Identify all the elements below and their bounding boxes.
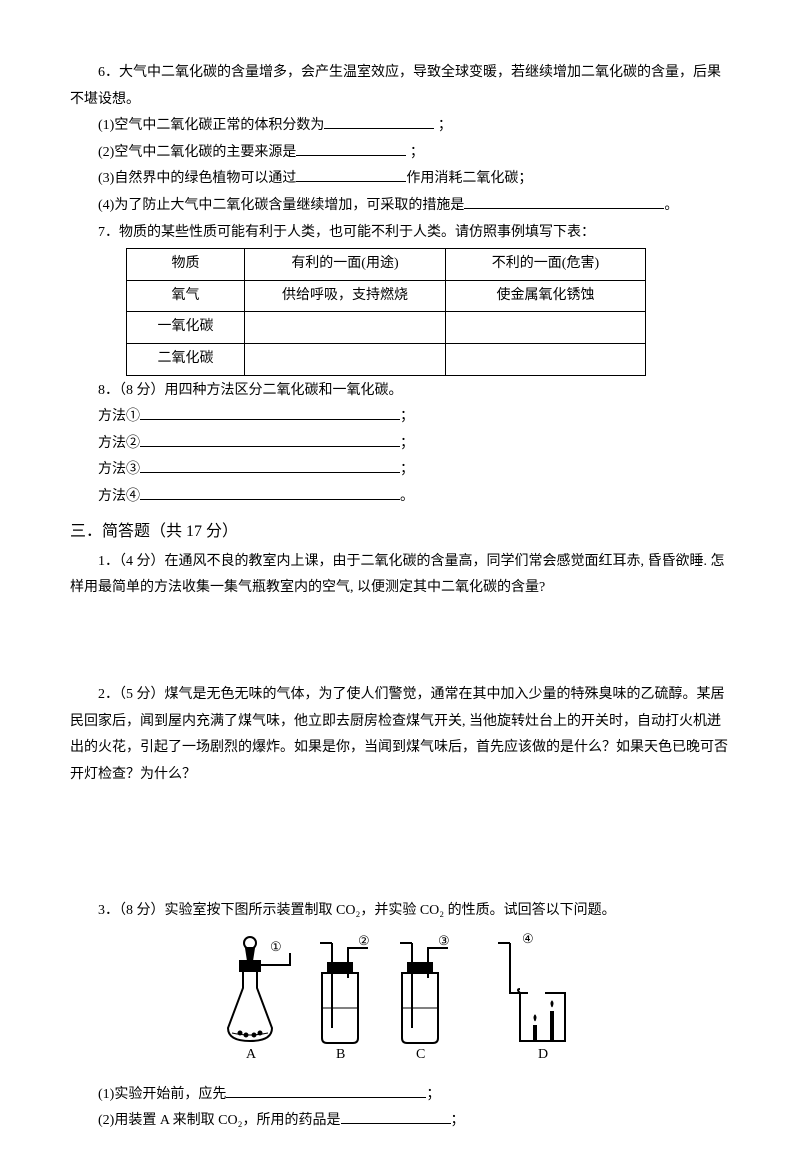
q8-m1: 方法① ； [70, 404, 730, 431]
q7-r2c0: 二氧化碳 [127, 343, 245, 375]
svg-text:④: ④ [522, 933, 534, 946]
q7-stem: 7．物质的某些性质可能有利于人类，也可能不利于人类。请仿照事例填写下表： [70, 220, 730, 247]
q8-m2-label: 方法② [98, 436, 140, 451]
section3-title: 三．简答题（共 17 分） [70, 517, 730, 547]
table-row: 物质 有利的一面(用途) 不利的一面(危害) [127, 249, 646, 281]
q7-h1: 有利的一面(用途) [245, 249, 446, 281]
q6-3: (3)自然界中的绿色植物可以通过 作用消耗二氧化碳； [70, 166, 730, 193]
q8-m1-semi: ； [400, 409, 414, 424]
q7-table: 物质 有利的一面(用途) 不利的一面(危害) 氧气 供给呼吸，支持燃烧 使金属氧… [126, 248, 646, 375]
svg-text:A: A [246, 1047, 257, 1062]
q6-stem: 6．大气中二氧化碳的含量增多，会产生温室效应，导致全球变暖，若继续增加二氧化碳的… [70, 60, 730, 113]
bottle-c-icon: ③ C [400, 933, 450, 1062]
s3-q3-stem: 3．（8 分）实验室按下图所示装置制取 CO₂，并实验 CO₂ 的性质。试回答以… [70, 898, 730, 925]
q6-1: (1)空气中二氧化碳正常的体积分数为 ； [70, 113, 730, 140]
s3-p1b: ； [426, 1087, 440, 1102]
q8-m2-blank[interactable] [140, 432, 400, 447]
q6-3a: (3)自然界中的绿色植物可以通过 [98, 171, 296, 186]
q7-r1c2[interactable] [445, 312, 645, 344]
s3-q2: 2．（5 分）煤气是无色无味的气体，为了使人们警觉，通常在其中加入少量的特殊臭味… [70, 682, 730, 788]
q6-4b: 。 [664, 198, 678, 213]
beaker-d-icon: ④ D [498, 933, 565, 1062]
table-row: 一氧化碳 [127, 312, 646, 344]
answer-space-1[interactable] [70, 602, 730, 682]
q6-4a: (4)为了防止大气中二氧化碳含量继续增加，可采取的措施是 [98, 198, 464, 213]
q8-m4-label: 方法④ [98, 489, 140, 504]
q7-r2c2[interactable] [445, 343, 645, 375]
q6-3-blank[interactable] [296, 167, 406, 182]
q7-r1c1[interactable] [245, 312, 446, 344]
q8-m4: 方法④ 。 [70, 484, 730, 511]
s3-p1: (1)实验开始前，应先 ； [70, 1082, 730, 1109]
q8-m2-semi: ； [400, 436, 414, 451]
table-row: 二氧化碳 [127, 343, 646, 375]
svg-text:③: ③ [438, 933, 450, 948]
q7-r0c0: 氧气 [127, 280, 245, 312]
q7-h0: 物质 [127, 249, 245, 281]
s3-p2: (2)用装置 A 来制取 CO₂，所用的药品是 ； [70, 1108, 730, 1135]
flask-a-icon: ① A [228, 937, 290, 1062]
q6-2a: (2)空气中二氧化碳的主要来源是 [98, 145, 296, 160]
q6-3b: 作用消耗二氧化碳； [406, 171, 532, 186]
q8-m4-blank[interactable] [140, 485, 400, 500]
s3-p2b: ； [451, 1113, 465, 1128]
q8-m3-blank[interactable] [140, 458, 400, 473]
q7-r0c1: 供给呼吸，支持燃烧 [245, 280, 446, 312]
apparatus-diagram: ① A ② B ③ C [70, 933, 730, 1074]
q7-r2c1[interactable] [245, 343, 446, 375]
svg-text:①: ① [270, 939, 282, 954]
q8-m3: 方法③ ； [70, 457, 730, 484]
q8-m2: 方法② ； [70, 431, 730, 458]
q8-stem: 8．（8 分）用四种方法区分二氧化碳和一氧化碳。 [70, 378, 730, 405]
q6-4-blank[interactable] [464, 194, 664, 209]
s3-p2a: (2)用装置 A 来制取 CO₂，所用的药品是 [98, 1113, 341, 1128]
svg-text:D: D [538, 1047, 548, 1062]
answer-space-2[interactable] [70, 788, 730, 898]
q7-r0c2: 使金属氧化锈蚀 [445, 280, 645, 312]
q7-h2: 不利的一面(危害) [445, 249, 645, 281]
q6-1b: ； [438, 118, 452, 133]
q8-m4-period: 。 [400, 489, 414, 504]
q8-m3-label: 方法③ [98, 462, 140, 477]
q6-2: (2)空气中二氧化碳的主要来源是 ； [70, 140, 730, 167]
q6-2-blank[interactable] [296, 141, 406, 156]
bottle-b-icon: ② B [320, 933, 370, 1062]
q6-1-blank[interactable] [324, 114, 434, 129]
svg-text:②: ② [358, 933, 370, 948]
q6-1a: (1)空气中二氧化碳正常的体积分数为 [98, 118, 324, 133]
q8-m1-blank[interactable] [140, 405, 400, 420]
s3-p2-blank[interactable] [341, 1109, 451, 1124]
s3-p1-blank[interactable] [226, 1083, 426, 1098]
q8-m1-label: 方法① [98, 409, 140, 424]
q7-r1c0: 一氧化碳 [127, 312, 245, 344]
svg-text:B: B [336, 1047, 345, 1062]
q6-4: (4)为了防止大气中二氧化碳含量继续增加，可采取的措施是 。 [70, 193, 730, 220]
q6-2b: ； [410, 145, 424, 160]
s3-q1: 1．（4 分）在通风不良的教室内上课，由于二氧化碳的含量高，同学们常会感觉面红耳… [70, 549, 730, 602]
q8-m3-semi: ； [400, 462, 414, 477]
svg-text:C: C [416, 1047, 425, 1062]
s3-p1a: (1)实验开始前，应先 [98, 1087, 226, 1102]
table-row: 氧气 供给呼吸，支持燃烧 使金属氧化锈蚀 [127, 280, 646, 312]
